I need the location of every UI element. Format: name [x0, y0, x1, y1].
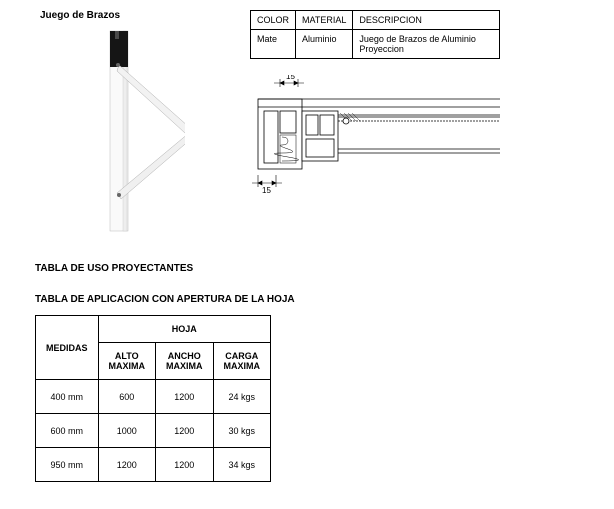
spec-header-color: COLOR: [251, 11, 296, 30]
cell-ancho: 1200: [156, 380, 214, 414]
usage-col-carga: CARGA MAXIMA: [213, 343, 271, 380]
usage-col-medidas: MEDIDAS: [36, 316, 99, 380]
cell-alto: 1000: [98, 414, 156, 448]
cell-ancho: 1200: [156, 414, 214, 448]
spec-header-desc: DESCRIPCION: [353, 11, 500, 30]
usage-header-group: HOJA: [98, 316, 271, 343]
dim-bottom-label: 15: [262, 186, 271, 195]
spec-desc: Juego de Brazos de Aluminio Proyeccion: [353, 30, 500, 59]
product-image-hinge: [55, 25, 185, 240]
cell-carga: 30 kgs: [213, 414, 271, 448]
table-row: 400 mm 600 1200 24 kgs: [36, 380, 271, 414]
spec-color: Mate: [251, 30, 296, 59]
spec-data-row: Mate Aluminio Juego de Brazos de Alumini…: [251, 30, 500, 59]
heading-application: TABLA DE APLICACION CON APERTURA DE LA H…: [35, 294, 604, 305]
spec-header-material: MATERIAL: [296, 11, 353, 30]
cell-medidas: 950 mm: [36, 448, 99, 482]
usage-col-ancho: ANCHO MAXIMA: [156, 343, 214, 380]
heading-usage: TABLA DE USO PROYECTANTES: [35, 263, 604, 274]
cell-carga: 34 kgs: [213, 448, 271, 482]
cross-section-diagram: 15: [250, 75, 500, 195]
spec-material: Aluminio: [296, 30, 353, 59]
spec-header-row: COLOR MATERIAL DESCRIPCION: [251, 11, 500, 30]
product-title: Juego de Brazos: [40, 10, 230, 21]
cell-ancho: 1200: [156, 448, 214, 482]
cell-carga: 24 kgs: [213, 380, 271, 414]
cell-alto: 1200: [98, 448, 156, 482]
table-row: 950 mm 1200 1200 34 kgs: [36, 448, 271, 482]
usage-table: MEDIDAS HOJA ALTO MAXIMA ANCHO MAXIMA CA…: [35, 315, 271, 482]
spec-table: COLOR MATERIAL DESCRIPCION Mate Aluminio…: [250, 10, 500, 59]
cell-medidas: 400 mm: [36, 380, 99, 414]
usage-col-alto: ALTO MAXIMA: [98, 343, 156, 380]
cell-medidas: 600 mm: [36, 414, 99, 448]
cell-alto: 600: [98, 380, 156, 414]
dim-top-label: 15: [286, 75, 295, 81]
table-row: 600 mm 1000 1200 30 kgs: [36, 414, 271, 448]
